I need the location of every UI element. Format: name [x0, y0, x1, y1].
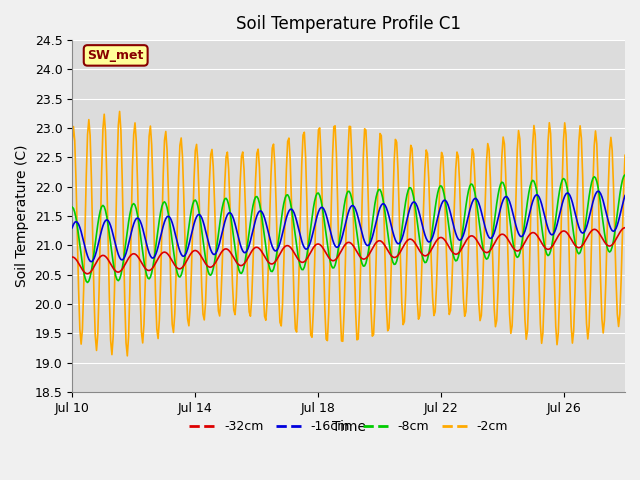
Title: Soil Temperature Profile C1: Soil Temperature Profile C1 — [236, 15, 461, 33]
Y-axis label: Soil Temperature (C): Soil Temperature (C) — [15, 144, 29, 287]
Text: SW_met: SW_met — [88, 49, 144, 62]
Legend: -32cm, -16cm, -8cm, -2cm: -32cm, -16cm, -8cm, -2cm — [184, 415, 513, 438]
X-axis label: Time: Time — [332, 420, 365, 434]
